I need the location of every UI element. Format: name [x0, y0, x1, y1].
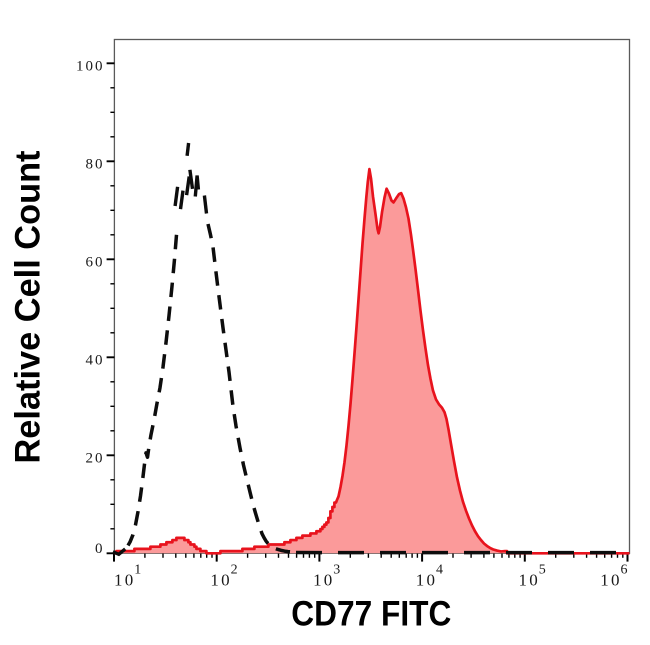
svg-text:40: 40 — [86, 353, 105, 369]
svg-text:Relative Cell Count: Relative Cell Count — [8, 150, 48, 463]
svg-text:80: 80 — [86, 157, 105, 173]
svg-text:20: 20 — [86, 451, 105, 467]
svg-text:0: 0 — [95, 541, 105, 557]
svg-text:60: 60 — [86, 255, 105, 271]
svg-text:CD77 FITC: CD77 FITC — [291, 593, 451, 633]
svg-text:100: 100 — [76, 59, 105, 75]
